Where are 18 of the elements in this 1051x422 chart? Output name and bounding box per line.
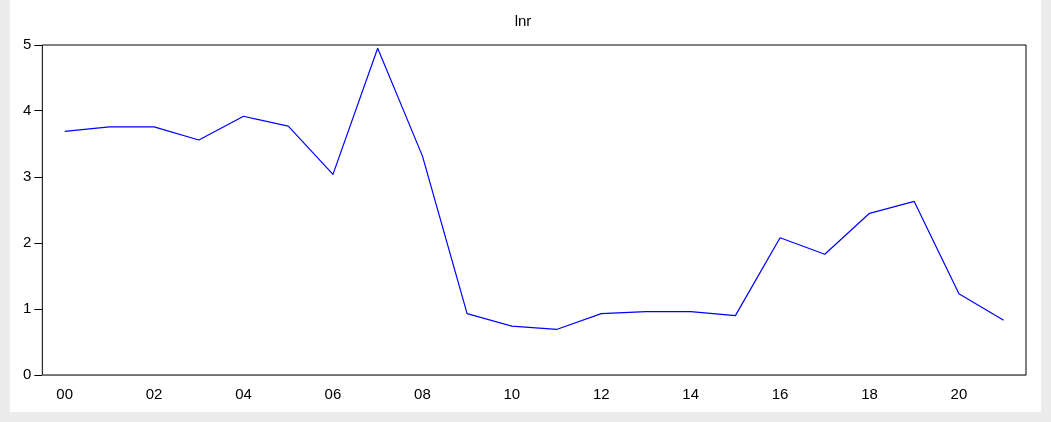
x-tick-label: 20	[950, 385, 968, 403]
x-tick-label: 02	[145, 385, 163, 403]
x-tick-label: 04	[235, 385, 252, 403]
x-tick-label: 00	[56, 385, 74, 403]
y-tick-label: 1	[23, 299, 32, 317]
x-tick-label: 10	[503, 385, 521, 403]
x-tick-label: 18	[861, 385, 878, 403]
y-tick-label: 3	[23, 167, 32, 185]
x-tick-label: 08	[414, 385, 431, 403]
y-tick-label: 5	[23, 35, 32, 53]
x-tick-label: 16	[771, 385, 789, 403]
y-tick-label: 2	[23, 233, 32, 251]
y-tick-label: 4	[23, 101, 32, 119]
y-tick-label: 0	[23, 365, 32, 383]
chart-title: lnr	[514, 12, 532, 30]
x-tick-label: 14	[682, 385, 700, 403]
x-tick-label: 06	[324, 385, 342, 403]
x-tick-label: 12	[592, 385, 610, 403]
